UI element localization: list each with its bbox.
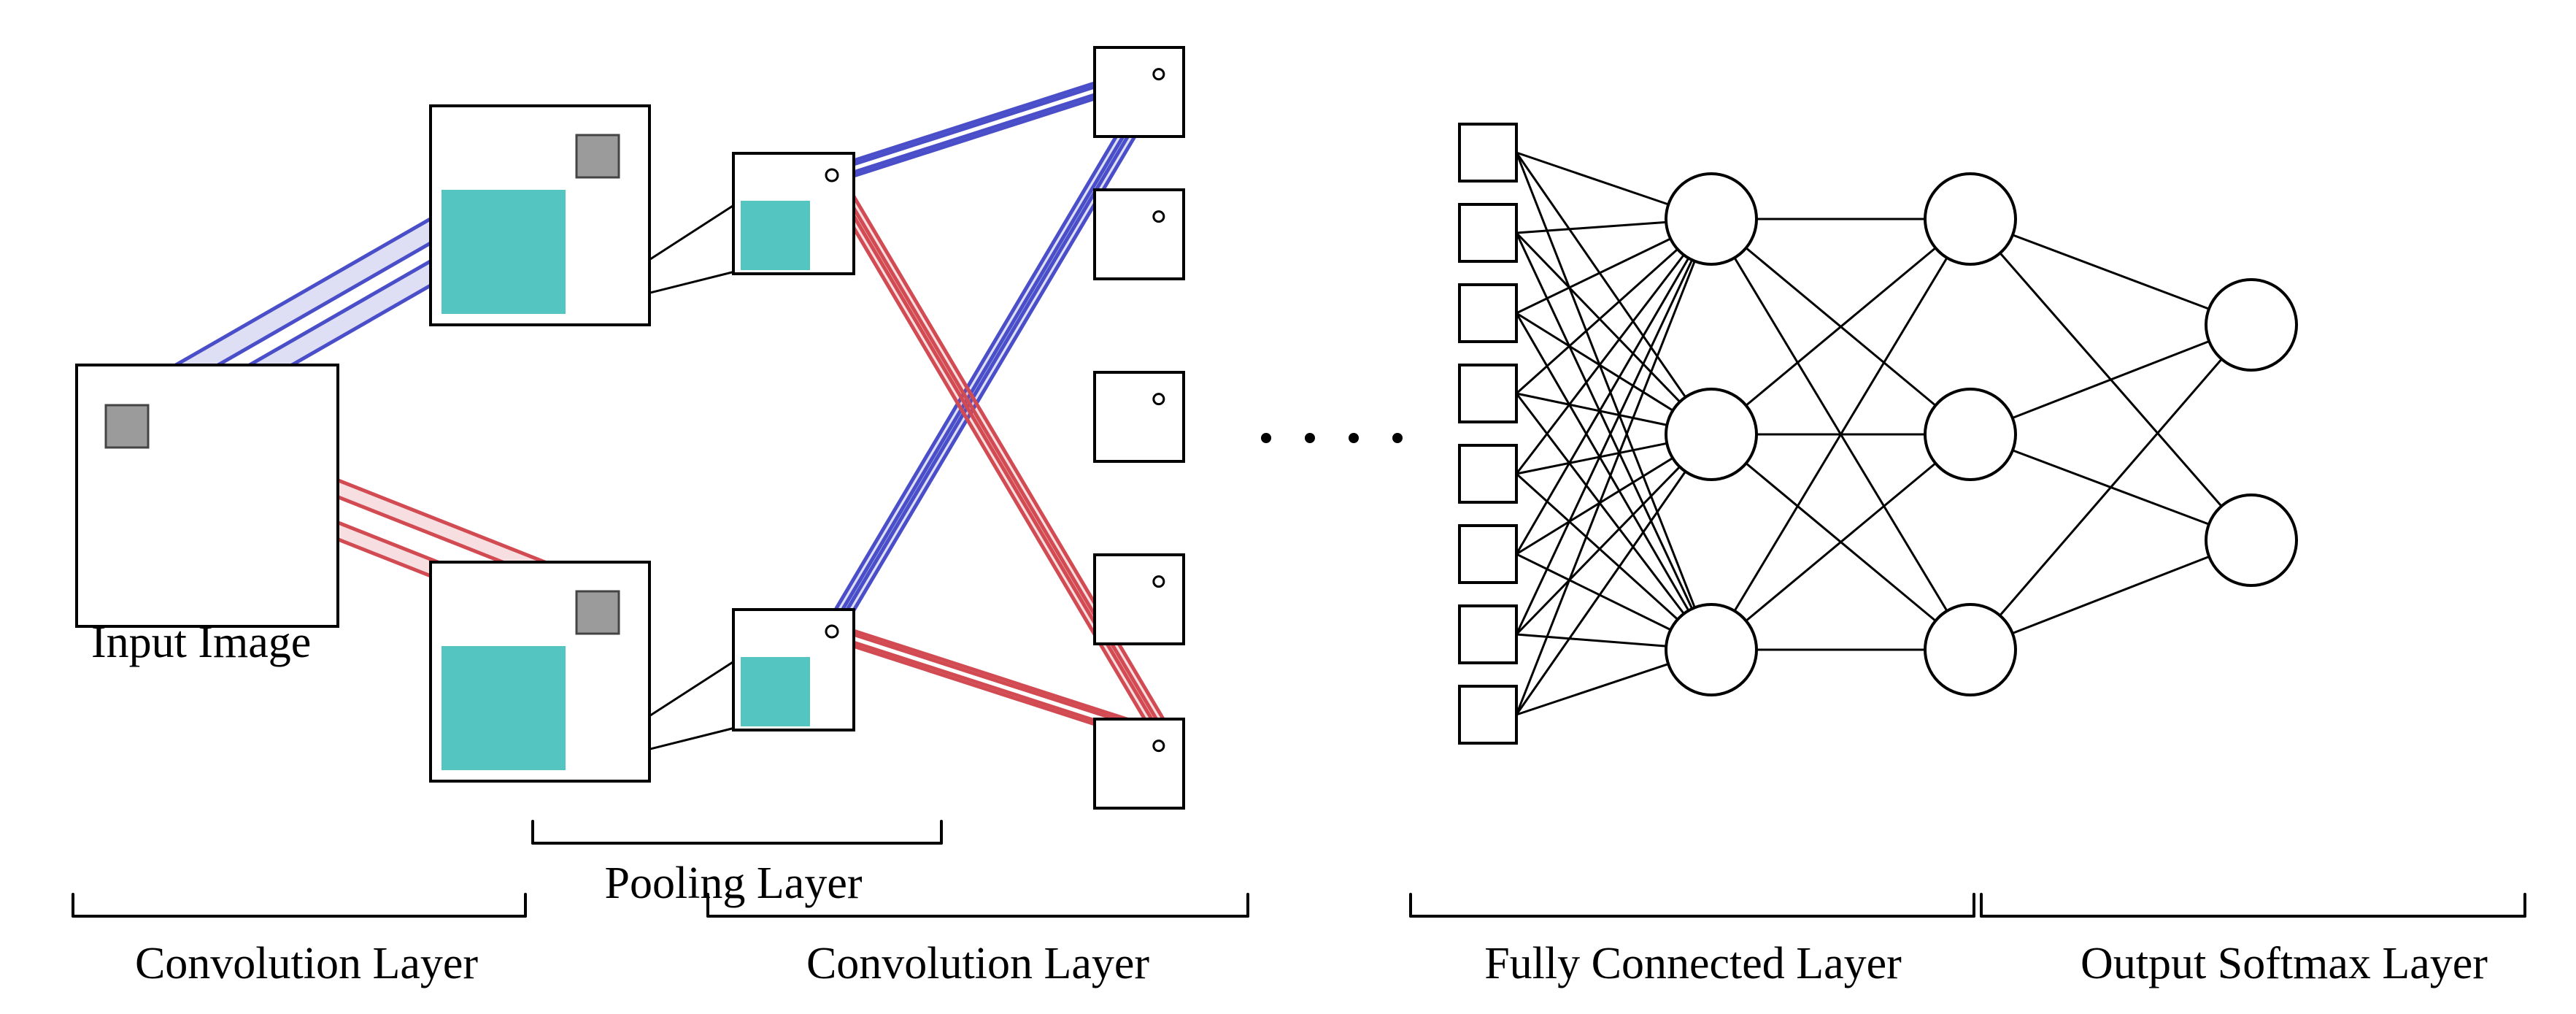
conv-feature-map (431, 562, 649, 781)
conv2-feature-map (1095, 190, 1184, 279)
pool-feature-map (733, 153, 854, 274)
fc-input-node (1459, 526, 1516, 583)
fc-input-node (1459, 606, 1516, 663)
fc-input-node (1459, 285, 1516, 342)
range-bracket (1981, 894, 2525, 916)
fc-input-node (1459, 204, 1516, 261)
fc-node (1666, 174, 1756, 264)
fc-input-node (1459, 124, 1516, 181)
output-node (2206, 280, 2297, 370)
label-output-softmax: Output Softmax Layer (2081, 939, 2488, 988)
label-conv-layer-2: Convolution Layer (806, 939, 1149, 988)
fc-node (1925, 604, 2016, 695)
fc-node (1666, 389, 1756, 480)
input-image-box (77, 365, 338, 626)
fc-node (1925, 389, 2016, 480)
filter-projection (826, 62, 1172, 637)
range-bracket (533, 821, 941, 843)
label-input-image: Input Image (91, 618, 311, 667)
conv2-feature-map (1095, 47, 1184, 137)
cnn-architecture-diagram: Input Image Pooling Layer Convolution Laye… (0, 0, 2576, 1014)
conv2-feature-map (1095, 372, 1184, 461)
fc-input-node (1459, 365, 1516, 422)
range-bracket (1411, 894, 1974, 916)
conv-feature-map (431, 106, 649, 325)
conv2-feature-map (1095, 719, 1184, 808)
fc-node (1666, 604, 1756, 695)
pool-feature-map (733, 610, 854, 730)
fc-input-node (1459, 686, 1516, 743)
fc-node (1925, 174, 2016, 264)
conv2-feature-map (1095, 555, 1184, 644)
label-pooling-layer: Pooling Layer (605, 859, 863, 908)
range-bracket (73, 894, 525, 916)
label-conv-layer-1: Convolution Layer (135, 939, 478, 988)
fc-input-node (1459, 445, 1516, 502)
output-node (2206, 495, 2297, 585)
label-fully-connected: Fully Connected Layer (1484, 939, 1902, 988)
